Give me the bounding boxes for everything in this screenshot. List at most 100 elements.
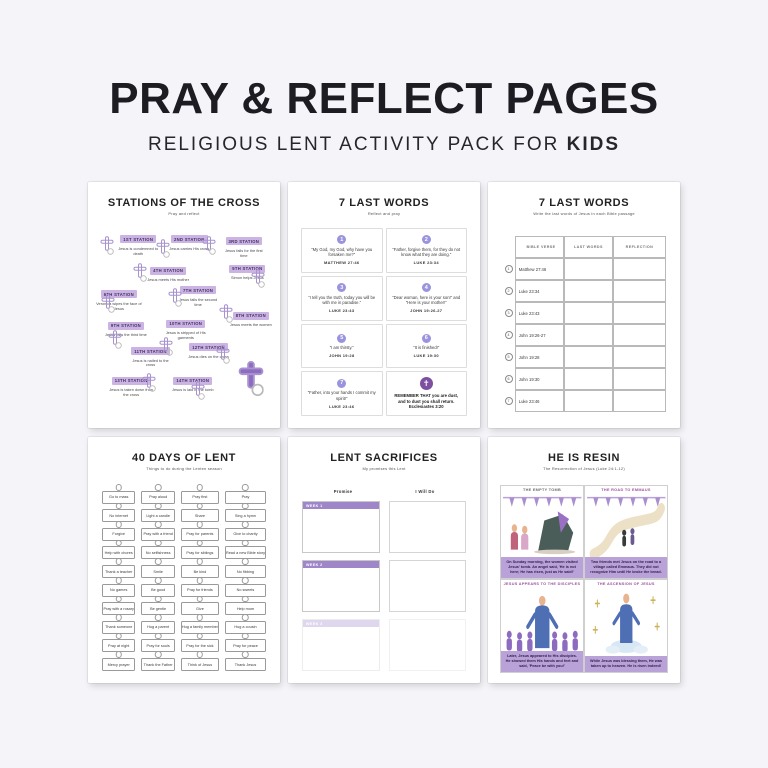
activity-checkbox-ring — [115, 502, 122, 510]
last-words-blank-cell — [563, 323, 614, 347]
activity-checkbox-ring — [196, 484, 204, 491]
card-number-badge: 7 — [337, 378, 347, 388]
row-number-badge: 4 — [504, 331, 513, 339]
card-bible-reference: LUKE 23:46 — [329, 403, 355, 409]
card-bible-reference: MATTHEW 27:46 — [324, 260, 360, 266]
story-panel: THE EMPTY TOMB On Sunday morning, the wo… — [499, 484, 585, 580]
activity-checkbox-ring — [115, 651, 122, 658]
activity-checkbox-ring — [242, 502, 249, 510]
cross-doodle-icon — [191, 380, 205, 405]
large-cross-icon — [238, 360, 265, 401]
activity-checkbox-ring — [115, 539, 122, 547]
activity-cell: No games — [102, 577, 136, 599]
station-caption: Jesus is laid in the tomb — [172, 387, 214, 393]
last-words-table-subtitle: Write the last words of Jesus in each Bi… — [533, 211, 635, 216]
last-words-cards-title: 7 LAST WORDS — [338, 197, 430, 209]
station-label: 13TH STATION — [111, 376, 151, 385]
row-number-gutter: 7 — [502, 390, 515, 412]
activity-checkbox-ring — [196, 539, 204, 547]
activity-checkbox-ring — [115, 577, 122, 584]
story-panel-heading: THE EMPTY TOMB — [522, 488, 562, 493]
hero-subtitle-bold: KIDS — [566, 134, 621, 155]
activity-checkbox-ring — [154, 595, 162, 603]
card-number-badge: 5 — [337, 333, 347, 343]
last-words-blank-cell — [563, 367, 614, 391]
card-number-badge: 2 — [421, 235, 431, 245]
card-quote: “It is finished!” — [413, 345, 440, 351]
activity-cell: Read a new Bible story — [224, 539, 266, 562]
bible-verse-cell: Luke 23:43 — [514, 301, 565, 325]
last-word-card: 3 “I tell you the truth, today you will b… — [301, 275, 383, 321]
card-bible-reference: LUKE 19:30 — [413, 353, 439, 359]
page-lent-sacrifices: LENT SACRIFICES My promises this Lent Pr… — [288, 437, 480, 683]
station-item: 4TH STATION Jesus meets His mother — [145, 259, 191, 283]
activity-checkbox-ring — [154, 484, 162, 491]
activity-checkbox-ring — [196, 632, 204, 640]
last-words-blank-cell — [563, 345, 614, 369]
bible-verse-cell: John 19:30 — [514, 367, 565, 391]
last-words-blank-cell — [563, 279, 614, 303]
station-caption: Jesus falls the second time — [178, 296, 218, 307]
table-row: 7 Luke 23:46 — [502, 389, 667, 413]
activity-checkbox-ring — [242, 651, 249, 658]
table-row: 3 Luke 23:43 — [502, 301, 667, 325]
last-words-cards-subtitle: Reflect and pray — [367, 211, 401, 216]
he-is-risen-title: HE IS RESIN — [547, 452, 620, 464]
hero-subtitle: RELIGIOUS LENT ACTIVITY PACK FOR KIDS — [0, 134, 768, 156]
station-label: 5TH STATION — [229, 264, 266, 273]
activity-box: Thank the Father — [141, 658, 175, 671]
willdo-box — [388, 619, 466, 671]
promise-box-header: WEEK 2 — [303, 561, 379, 568]
cross-doodle-icon — [101, 294, 116, 318]
activity-checkbox-ring — [115, 484, 122, 491]
promise-box-header: WEEK 3 — [303, 620, 379, 627]
last-word-card: 6 “It is finished!” LUKE 19:30 — [385, 323, 467, 369]
bible-verse-cell: John 19:28 — [514, 345, 565, 369]
activity-box: Think of Jesus — [180, 658, 219, 671]
story-panel-heading: THE ASCENSION OF JESUS — [597, 582, 655, 587]
row-number-badge: 2 — [504, 287, 513, 295]
activity-box: Thank Jesus — [224, 658, 266, 671]
activity-checkbox-ring — [196, 558, 204, 565]
story-panel-illustration — [501, 587, 584, 652]
last-words-blank-cell — [563, 389, 614, 413]
page-seven-last-words-table: 7 LAST WORDS Write the last words of Jes… — [488, 182, 680, 428]
story-panel-illustration — [585, 587, 668, 656]
card-number-badge: 4 — [421, 283, 431, 293]
road-to-emmaus-illustration — [586, 497, 666, 558]
card-quote: “Father, into your hands I commit my spi… — [307, 390, 376, 401]
activity-cell: Hug a parent — [141, 614, 175, 636]
activity-checkbox-ring — [154, 651, 162, 658]
promise-box: WEEK 1 — [302, 501, 380, 553]
cross-doodle-icon — [202, 235, 216, 260]
card-number-badge: 3 — [337, 283, 347, 293]
card-bible-reference: LUKE 23:43 — [329, 308, 355, 314]
station-caption: Veronica wipes the face of Jesus — [96, 300, 142, 311]
station-item: 11TH STATION Jesus is nailed to the cross — [128, 340, 174, 368]
station-caption: Jesus meets the women — [229, 322, 272, 328]
card-bible-reference: JOHN 19:26-27 — [410, 308, 443, 314]
row-number-badge: 6 — [504, 375, 513, 383]
sacrifice-row: WEEK 1 — [302, 501, 466, 553]
station-label: 10TH STATION — [166, 319, 206, 328]
station-caption: Jesus meets His mother — [147, 277, 190, 283]
table-number-gutter — [502, 236, 515, 258]
table-row: 4 John 19:26-27 — [502, 323, 667, 347]
last-words-blank-cell — [563, 301, 614, 325]
station-label: 7TH STATION — [180, 286, 217, 295]
page-stations-of-the-cross: STATIONS OF THE CROSS Pray and reflect 1… — [88, 182, 280, 428]
station-item: 13TH STATION Jesus is taken down from the… — [108, 369, 154, 397]
cross-badge-icon: ✝ — [419, 377, 433, 391]
reflection-blank-cell — [612, 389, 667, 413]
station-item: 3RD STATION Jesus falls for the first tim… — [221, 230, 267, 258]
activity-cell: Mercy prayer — [102, 651, 136, 673]
station-item: 9TH STATION Jesus falls the third time — [103, 314, 149, 338]
promise-box-header: WEEK 1 — [303, 502, 379, 509]
card-quote: “I am thirsty.” — [329, 345, 354, 351]
row-number-gutter: 6 — [502, 368, 515, 390]
row-number-badge: 7 — [504, 397, 513, 405]
station-label: 4TH STATION — [150, 266, 187, 275]
cross-doodle-icon — [168, 288, 182, 312]
story-panel: THE ASCENSION OF JESUS While Jesus was b… — [583, 578, 669, 674]
activity-checkbox-ring — [196, 502, 204, 510]
